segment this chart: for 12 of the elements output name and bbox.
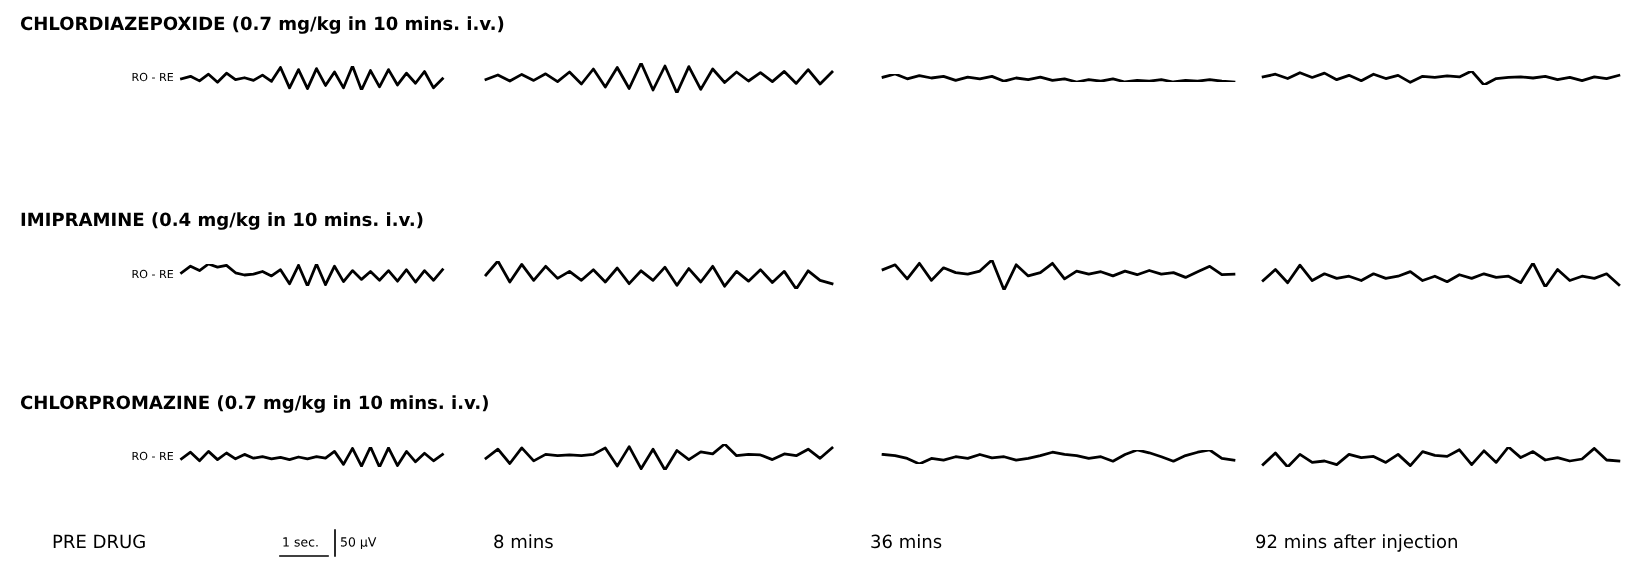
text: RO - RE bbox=[132, 451, 174, 461]
text: RO - RE bbox=[132, 269, 174, 279]
text: 50 µV bbox=[340, 537, 377, 550]
chart-title: IMIPRAMINE (0.4 mg/kg in 10 mins. i.v.) bbox=[21, 212, 423, 230]
chart-title: CHLORDIAZEPOXIDE (0.7 mg/kg in 10 mins. i.v.) bbox=[20, 16, 504, 34]
chart-title: CHLORPROMAZINE (0.7 mg/kg in 10 mins. i.v.) bbox=[20, 395, 488, 413]
x-axis-title: PRE DRUG bbox=[53, 534, 145, 549]
x-axis-title: 92 mins after injection bbox=[1256, 534, 1457, 552]
text: 1 sec. bbox=[283, 537, 318, 547]
x-axis-title: 8 mins bbox=[494, 534, 553, 549]
text: RO - RE bbox=[132, 72, 174, 82]
x-axis-title: 36 mins bbox=[871, 534, 942, 549]
